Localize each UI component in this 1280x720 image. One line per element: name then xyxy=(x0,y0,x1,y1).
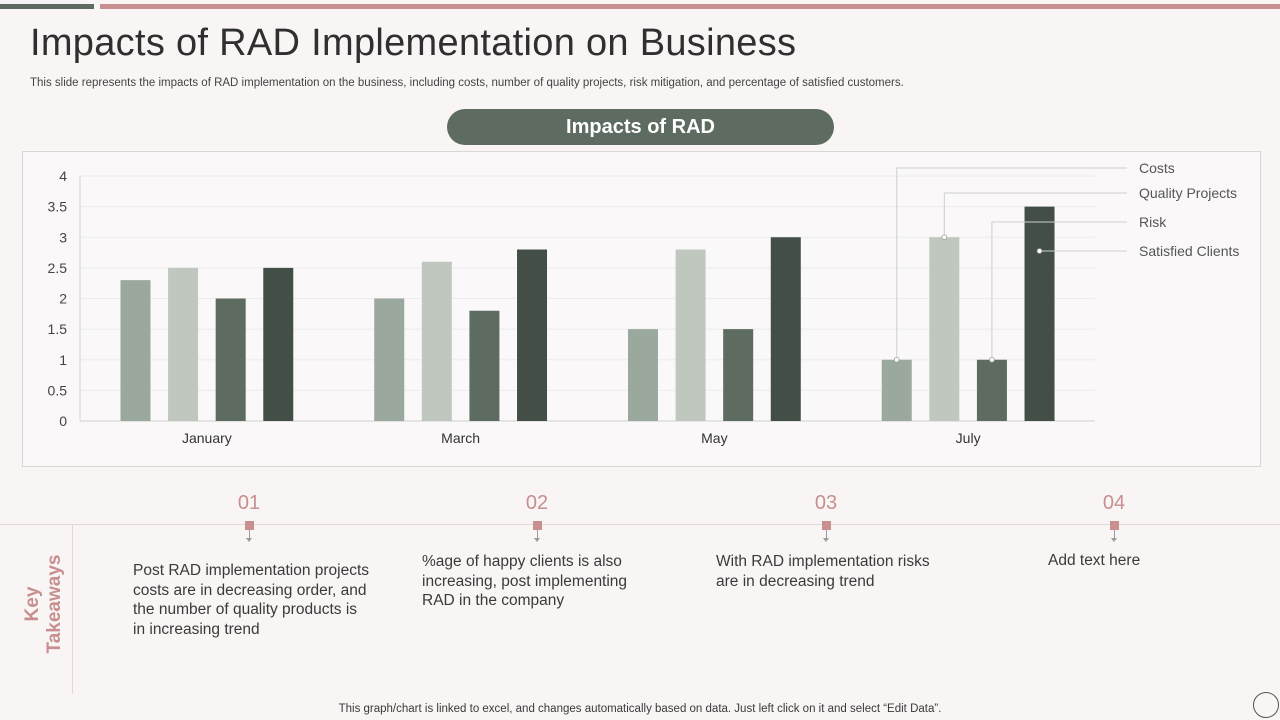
chart-container[interactable] xyxy=(22,151,1261,467)
takeaway-marker-3: 03 xyxy=(806,492,846,542)
takeaway-number: 04 xyxy=(1102,492,1126,514)
arrow-down-icon xyxy=(1110,530,1117,542)
takeaway-marker-1: 01 xyxy=(229,492,269,542)
page-title: Impacts of RAD Implementation on Busines… xyxy=(30,22,797,64)
footer-note: This graph/chart is linked to excel, and… xyxy=(338,703,942,715)
takeaway-text-1[interactable]: Post RAD implementation projects costs a… xyxy=(133,562,370,638)
takeaway-number: 03 xyxy=(814,492,838,514)
key-takeaways-label: Key Takeaways xyxy=(22,544,66,664)
page-subtitle: This slide represents the impacts of RAD… xyxy=(30,77,904,89)
top-accent-bar-right xyxy=(100,4,1280,9)
takeaways-divider xyxy=(0,524,1280,525)
arrow-down-icon xyxy=(822,530,829,542)
takeaway-marker-2: 02 xyxy=(517,492,557,542)
takeaway-square-icon xyxy=(244,521,254,530)
arrow-down-icon xyxy=(245,530,252,542)
takeaway-square-icon xyxy=(821,521,831,530)
arrow-down-icon xyxy=(533,530,540,542)
takeaway-text-4[interactable]: Add text here xyxy=(1048,552,1141,569)
takeaways-vertical-line xyxy=(72,524,73,694)
top-accent-bar-left xyxy=(0,4,94,9)
takeaway-text-3[interactable]: With RAD implementation risks are in dec… xyxy=(716,553,930,590)
key-takeaways-line-2: Takeaways xyxy=(44,554,65,654)
corner-circle-icon xyxy=(1253,692,1279,718)
takeaway-number: 01 xyxy=(237,492,261,514)
takeaway-text-2[interactable]: %age of happy clients is also increasing… xyxy=(422,553,628,609)
takeaway-square-icon xyxy=(1109,521,1119,530)
chart-title-pill: Impacts of RAD xyxy=(447,109,834,145)
takeaway-number: 02 xyxy=(525,492,549,514)
takeaway-marker-4: 04 xyxy=(1094,492,1134,542)
key-takeaways-line-1: Key xyxy=(22,586,43,622)
takeaway-square-icon xyxy=(532,521,542,530)
